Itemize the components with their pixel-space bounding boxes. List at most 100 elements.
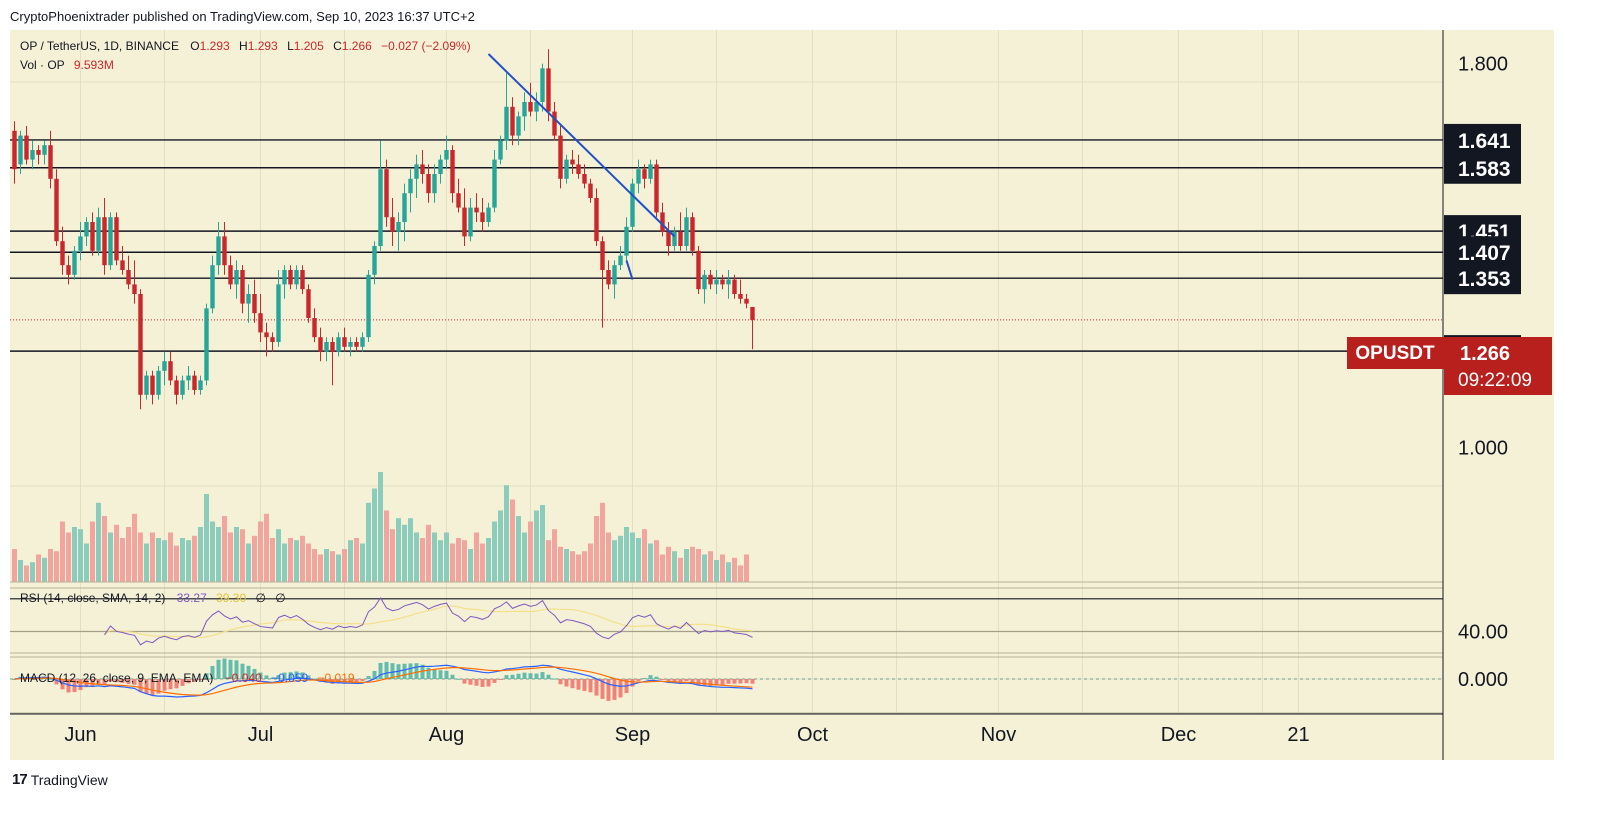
price-chart[interactable]: 1.8001.0001.6411.5831.4511.4071.3531.201…: [0, 0, 1598, 770]
candle-body: [588, 183, 593, 198]
time-tick-label-Oct: Oct: [797, 724, 829, 746]
macd-histogram-bar: [630, 679, 635, 687]
macd-histogram-bar: [432, 669, 437, 679]
volume-bar: [468, 549, 473, 582]
macd-histogram-bar: [120, 679, 125, 683]
volume-bar: [312, 549, 317, 582]
candle-body: [42, 145, 47, 155]
volume-bar: [132, 513, 137, 582]
candle-body: [594, 198, 599, 242]
trendline-0: [487, 53, 676, 238]
macd-histogram-bar: [276, 675, 281, 679]
volume-bar: [210, 521, 215, 582]
rsi-band-upper: ∅: [255, 591, 265, 605]
volume-bar: [642, 529, 647, 582]
volume-bar: [276, 529, 281, 582]
volume-bar: [378, 472, 383, 582]
macd-histogram-bar: [156, 679, 161, 694]
candle-body: [90, 222, 95, 251]
time-tick-label-Dec: Dec: [1161, 724, 1197, 746]
candle-body: [714, 279, 719, 285]
macd-histogram-bar: [168, 679, 173, 690]
macd-histogram-bar: [618, 679, 623, 698]
candle-body: [66, 265, 71, 275]
candle-body: [318, 337, 323, 352]
macd-histogram-bar: [660, 679, 665, 680]
macd-histogram-bar: [534, 673, 539, 679]
macd-histogram-bar: [114, 679, 119, 683]
candle-body: [450, 150, 455, 194]
time-tick-label-Sep: Sep: [615, 724, 651, 746]
volume-bar: [96, 502, 101, 582]
macd-histogram-bar: [54, 679, 59, 685]
candle-body: [522, 102, 527, 117]
macd-histogram-bar: [600, 679, 605, 699]
volume-bar: [402, 524, 407, 582]
volume-bar: [234, 527, 239, 582]
candle-body: [222, 236, 227, 266]
candle-body: [54, 178, 59, 242]
macd-histogram-bar: [246, 665, 251, 679]
macd-histogram-bar: [108, 679, 113, 682]
open-value: 1.293: [200, 39, 230, 53]
candle-body: [702, 274, 707, 290]
volume-bar: [552, 529, 557, 582]
rsi-sma-line: [104, 605, 753, 639]
candle-body: [78, 236, 83, 251]
publication-header: CryptoPhoenixtrader published on Trading…: [10, 9, 475, 24]
volume-bar: [588, 543, 593, 582]
volume-bar: [300, 535, 305, 582]
candle-body: [306, 289, 311, 318]
horizontal-levels: [10, 139, 1443, 352]
macd-histogram-bar: [312, 678, 317, 680]
candle-body: [516, 116, 521, 136]
macd-histogram-bar: [66, 679, 71, 693]
volume-bar: [396, 518, 401, 582]
symbol-name: OP / TetherUS, 1D, BINANCE: [20, 39, 179, 53]
macd-histogram-bar: [180, 679, 185, 686]
volume-bar: [342, 549, 347, 582]
candle-body: [144, 375, 149, 395]
candle-body: [24, 135, 29, 160]
macd-histogram-bar: [60, 679, 65, 690]
time-tick-label-Nov: Nov: [981, 724, 1017, 746]
volume-bar: [702, 554, 707, 582]
candle-body: [534, 102, 539, 112]
candle-body: [198, 380, 203, 390]
macd-histogram-bar: [204, 673, 209, 679]
volume-bar: [444, 532, 449, 582]
volume-bar: [474, 532, 479, 582]
macd-hist-value: −0.040: [225, 671, 262, 685]
macd-histogram-bar: [150, 679, 155, 696]
macd-histogram-bar: [690, 679, 695, 683]
candle-body: [312, 318, 317, 338]
volume-bar: [348, 540, 353, 582]
level-badge-label-1.353: 1.353: [1458, 268, 1511, 291]
volume-bar: [168, 532, 173, 582]
candle-body: [336, 337, 341, 352]
volume-bar: [480, 543, 485, 582]
macd-histogram-bar: [102, 679, 107, 685]
macd-histogram-bar: [480, 679, 485, 687]
high-value: 1.293: [248, 39, 278, 53]
volume-bar: [204, 494, 209, 582]
volume-bar: [150, 532, 155, 582]
macd-histogram-bar: [390, 663, 395, 679]
open-label: O: [190, 39, 199, 53]
chart-background: [10, 30, 1554, 760]
volume-bar: [156, 538, 161, 582]
macd-histogram-bar: [522, 672, 527, 679]
candle-body: [30, 150, 35, 160]
macd-histogram-bar: [126, 679, 131, 684]
macd-histogram-bar: [564, 679, 569, 687]
volume-bar: [546, 540, 551, 582]
volume-bar: [624, 527, 629, 582]
candle-body: [120, 260, 125, 270]
macd-histogram-bar: [462, 679, 467, 684]
candle-body: [552, 111, 557, 136]
time-tick-label-Jun: Jun: [64, 724, 96, 746]
volume-bar: [708, 551, 713, 582]
macd-histogram-bar: [492, 679, 497, 683]
candle-body: [648, 164, 653, 179]
volume-bar: [720, 554, 725, 582]
